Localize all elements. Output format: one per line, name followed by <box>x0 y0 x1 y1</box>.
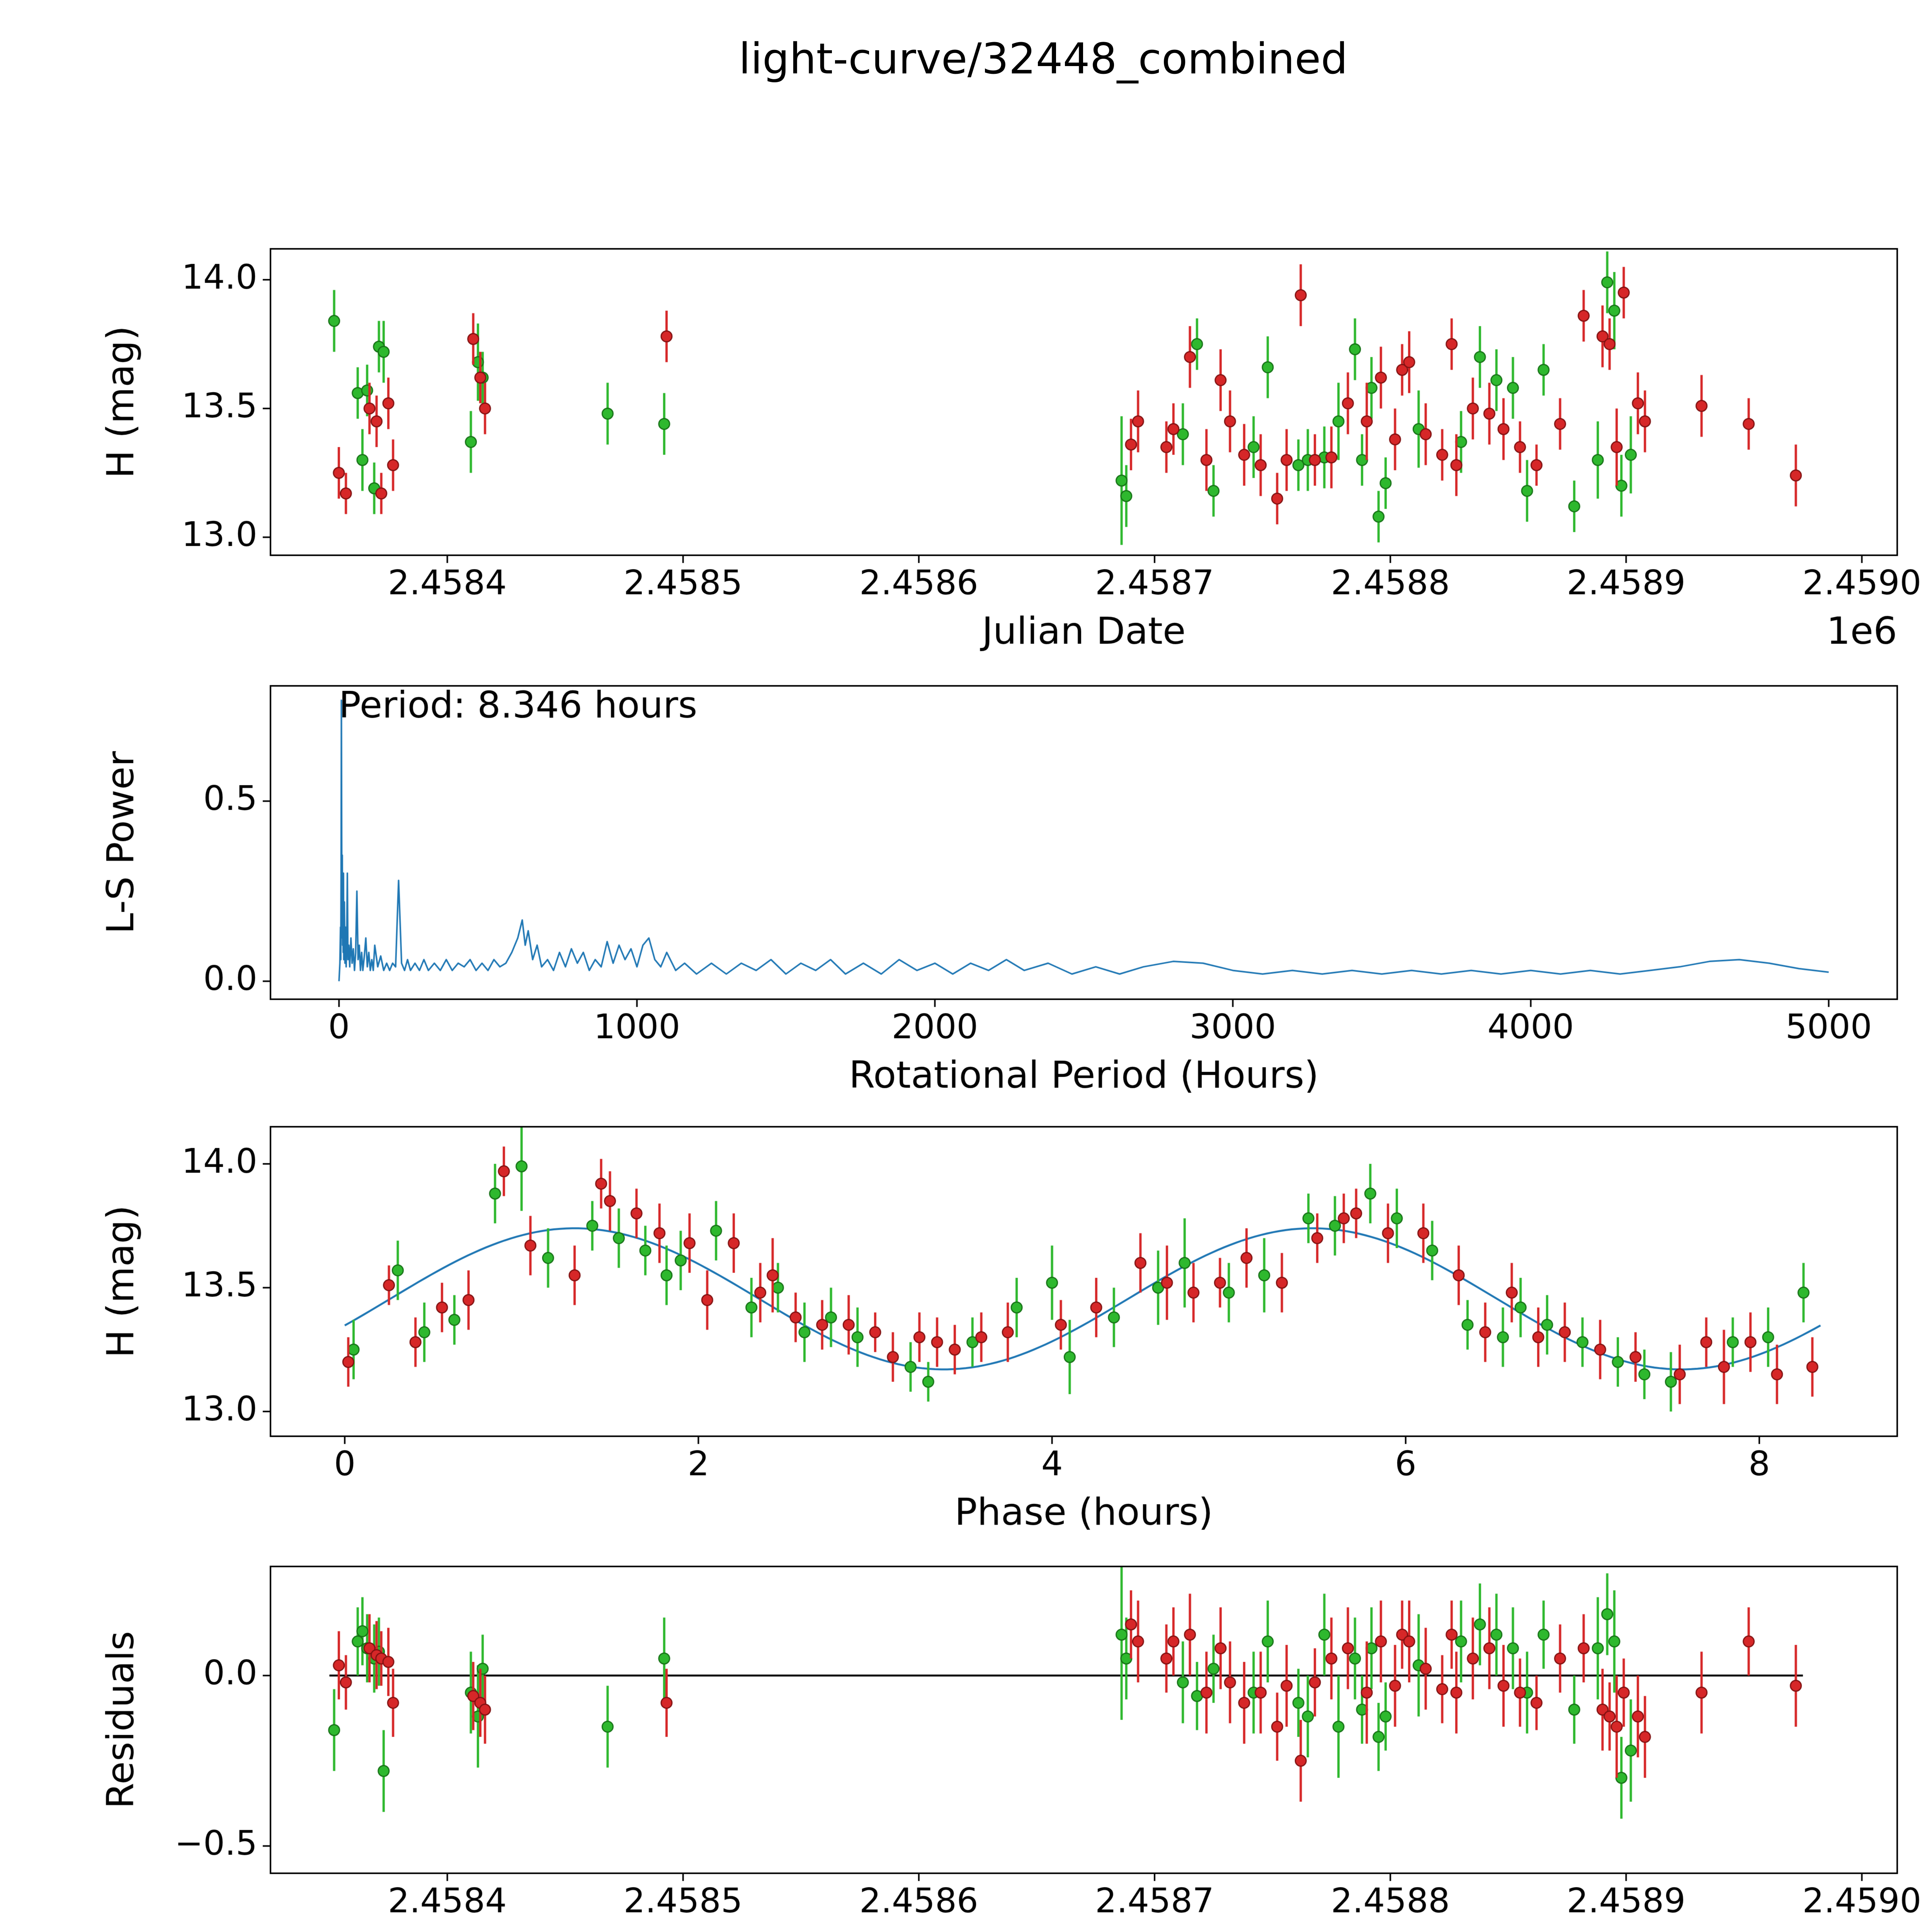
figure-title: light-curve/32448_combined <box>738 34 1348 83</box>
